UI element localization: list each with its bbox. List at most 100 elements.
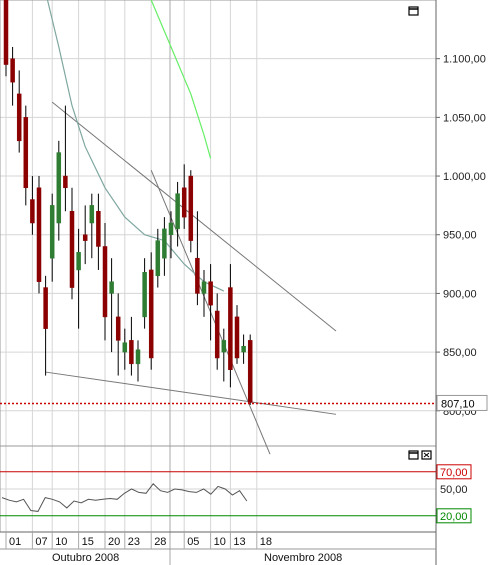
candle	[96, 193, 101, 270]
candle-body	[234, 316, 240, 359]
candle	[241, 334, 246, 364]
candle	[16, 70, 22, 153]
candle	[36, 176, 42, 294]
candle-body	[162, 228, 167, 259]
price-tick-label: 950,00	[443, 230, 477, 242]
trendline	[45, 371, 337, 415]
candle	[195, 211, 200, 306]
date-label: 10	[55, 536, 67, 548]
candle	[30, 176, 35, 235]
candle-body	[3, 0, 9, 65]
price-tick-label: 1.050,00	[443, 112, 486, 124]
candle	[221, 328, 227, 382]
candle-body	[89, 205, 95, 224]
date-label: 15	[82, 536, 94, 548]
candle	[148, 252, 154, 370]
candle	[49, 193, 55, 282]
candle-body	[168, 222, 174, 235]
candle	[43, 275, 48, 376]
oscillator-tick-badge	[436, 508, 472, 524]
price-tick-label: 850,00	[443, 347, 477, 359]
candle	[201, 269, 207, 317]
candle	[162, 217, 167, 276]
candle-body	[69, 211, 75, 288]
candle-body	[82, 234, 88, 241]
month-label: Outubro 2008	[52, 552, 119, 564]
oscillator-tick-label: 70,00	[440, 467, 468, 479]
grid	[0, 0, 436, 565]
candle-body	[129, 340, 134, 365]
price-tick-label: 1.000,00	[443, 171, 486, 183]
last-price-label: 807,10	[441, 398, 475, 410]
candle-body	[36, 187, 42, 282]
candle-body	[208, 281, 213, 306]
close-oscillator-panel-button[interactable]	[421, 450, 432, 460]
candle	[142, 258, 147, 329]
candle	[175, 181, 180, 247]
oscillator-tick-label: 20,00	[440, 511, 468, 523]
candle	[214, 293, 220, 370]
candle	[82, 205, 88, 265]
date-label: 07	[35, 536, 47, 548]
candle-body	[247, 340, 253, 403]
candle	[115, 293, 121, 376]
oscillator-line	[1, 483, 248, 512]
candle-body	[148, 269, 154, 359]
candle-body	[122, 342, 128, 353]
candle	[228, 264, 233, 388]
date-label: 18	[260, 536, 272, 548]
candles	[3, 0, 253, 405]
candle-body	[16, 93, 22, 142]
date-label: 28	[154, 536, 166, 548]
candle	[122, 328, 128, 370]
month-label: Novembro 2008	[264, 552, 342, 564]
candle-body	[155, 240, 161, 277]
candle-body	[195, 257, 200, 294]
candle	[10, 46, 15, 106]
candle-body	[181, 187, 187, 218]
candle	[109, 258, 114, 353]
candle-body	[23, 117, 29, 189]
candle	[69, 187, 75, 300]
candle	[129, 316, 134, 376]
price-panel-frame	[0, 0, 437, 447]
maximize-price-panel-button[interactable]	[408, 6, 419, 16]
last-price-badge	[436, 394, 488, 411]
date-label: 01	[9, 536, 21, 548]
candle-body	[115, 316, 121, 341]
candle	[102, 223, 108, 341]
date-axis: 01 07 10 15 20 23 28 05 10 13 18 Outubro 2008 Novemb…	[5, 532, 342, 564]
candle-body	[56, 152, 62, 224]
candle-body	[175, 193, 180, 230]
moving-averages	[46, 0, 225, 292]
candle-body	[142, 272, 147, 318]
candle	[3, 0, 9, 77]
candle-body	[96, 211, 101, 247]
date-label: 23	[128, 536, 140, 548]
candle	[188, 170, 194, 253]
candle	[155, 228, 161, 288]
candle-body	[228, 287, 233, 370]
candle-body	[63, 175, 68, 189]
candle-body	[135, 349, 141, 365]
moving-average-line	[150, 0, 212, 159]
candle-body	[201, 281, 207, 294]
price-tick-label: 1.100,00	[443, 54, 486, 66]
candle	[63, 105, 68, 212]
candle-body	[102, 246, 108, 318]
candle	[181, 164, 187, 229]
candle	[208, 264, 213, 341]
candle-body	[30, 199, 35, 224]
moving-average-line	[46, 0, 225, 292]
oscillator-tick-badge	[436, 464, 472, 480]
date-label: 10	[214, 536, 226, 548]
date-label: 13	[233, 536, 245, 548]
candle	[89, 193, 95, 259]
maximize-oscillator-panel-button[interactable]	[408, 450, 419, 460]
trendline	[51, 101, 337, 332]
candle-body	[109, 281, 114, 294]
candle-body	[49, 205, 55, 259]
price-axis: 1.100,00 1.050,00 1.000,00 950,00 900,00 850,…	[436, 54, 486, 418]
candle	[23, 105, 29, 206]
